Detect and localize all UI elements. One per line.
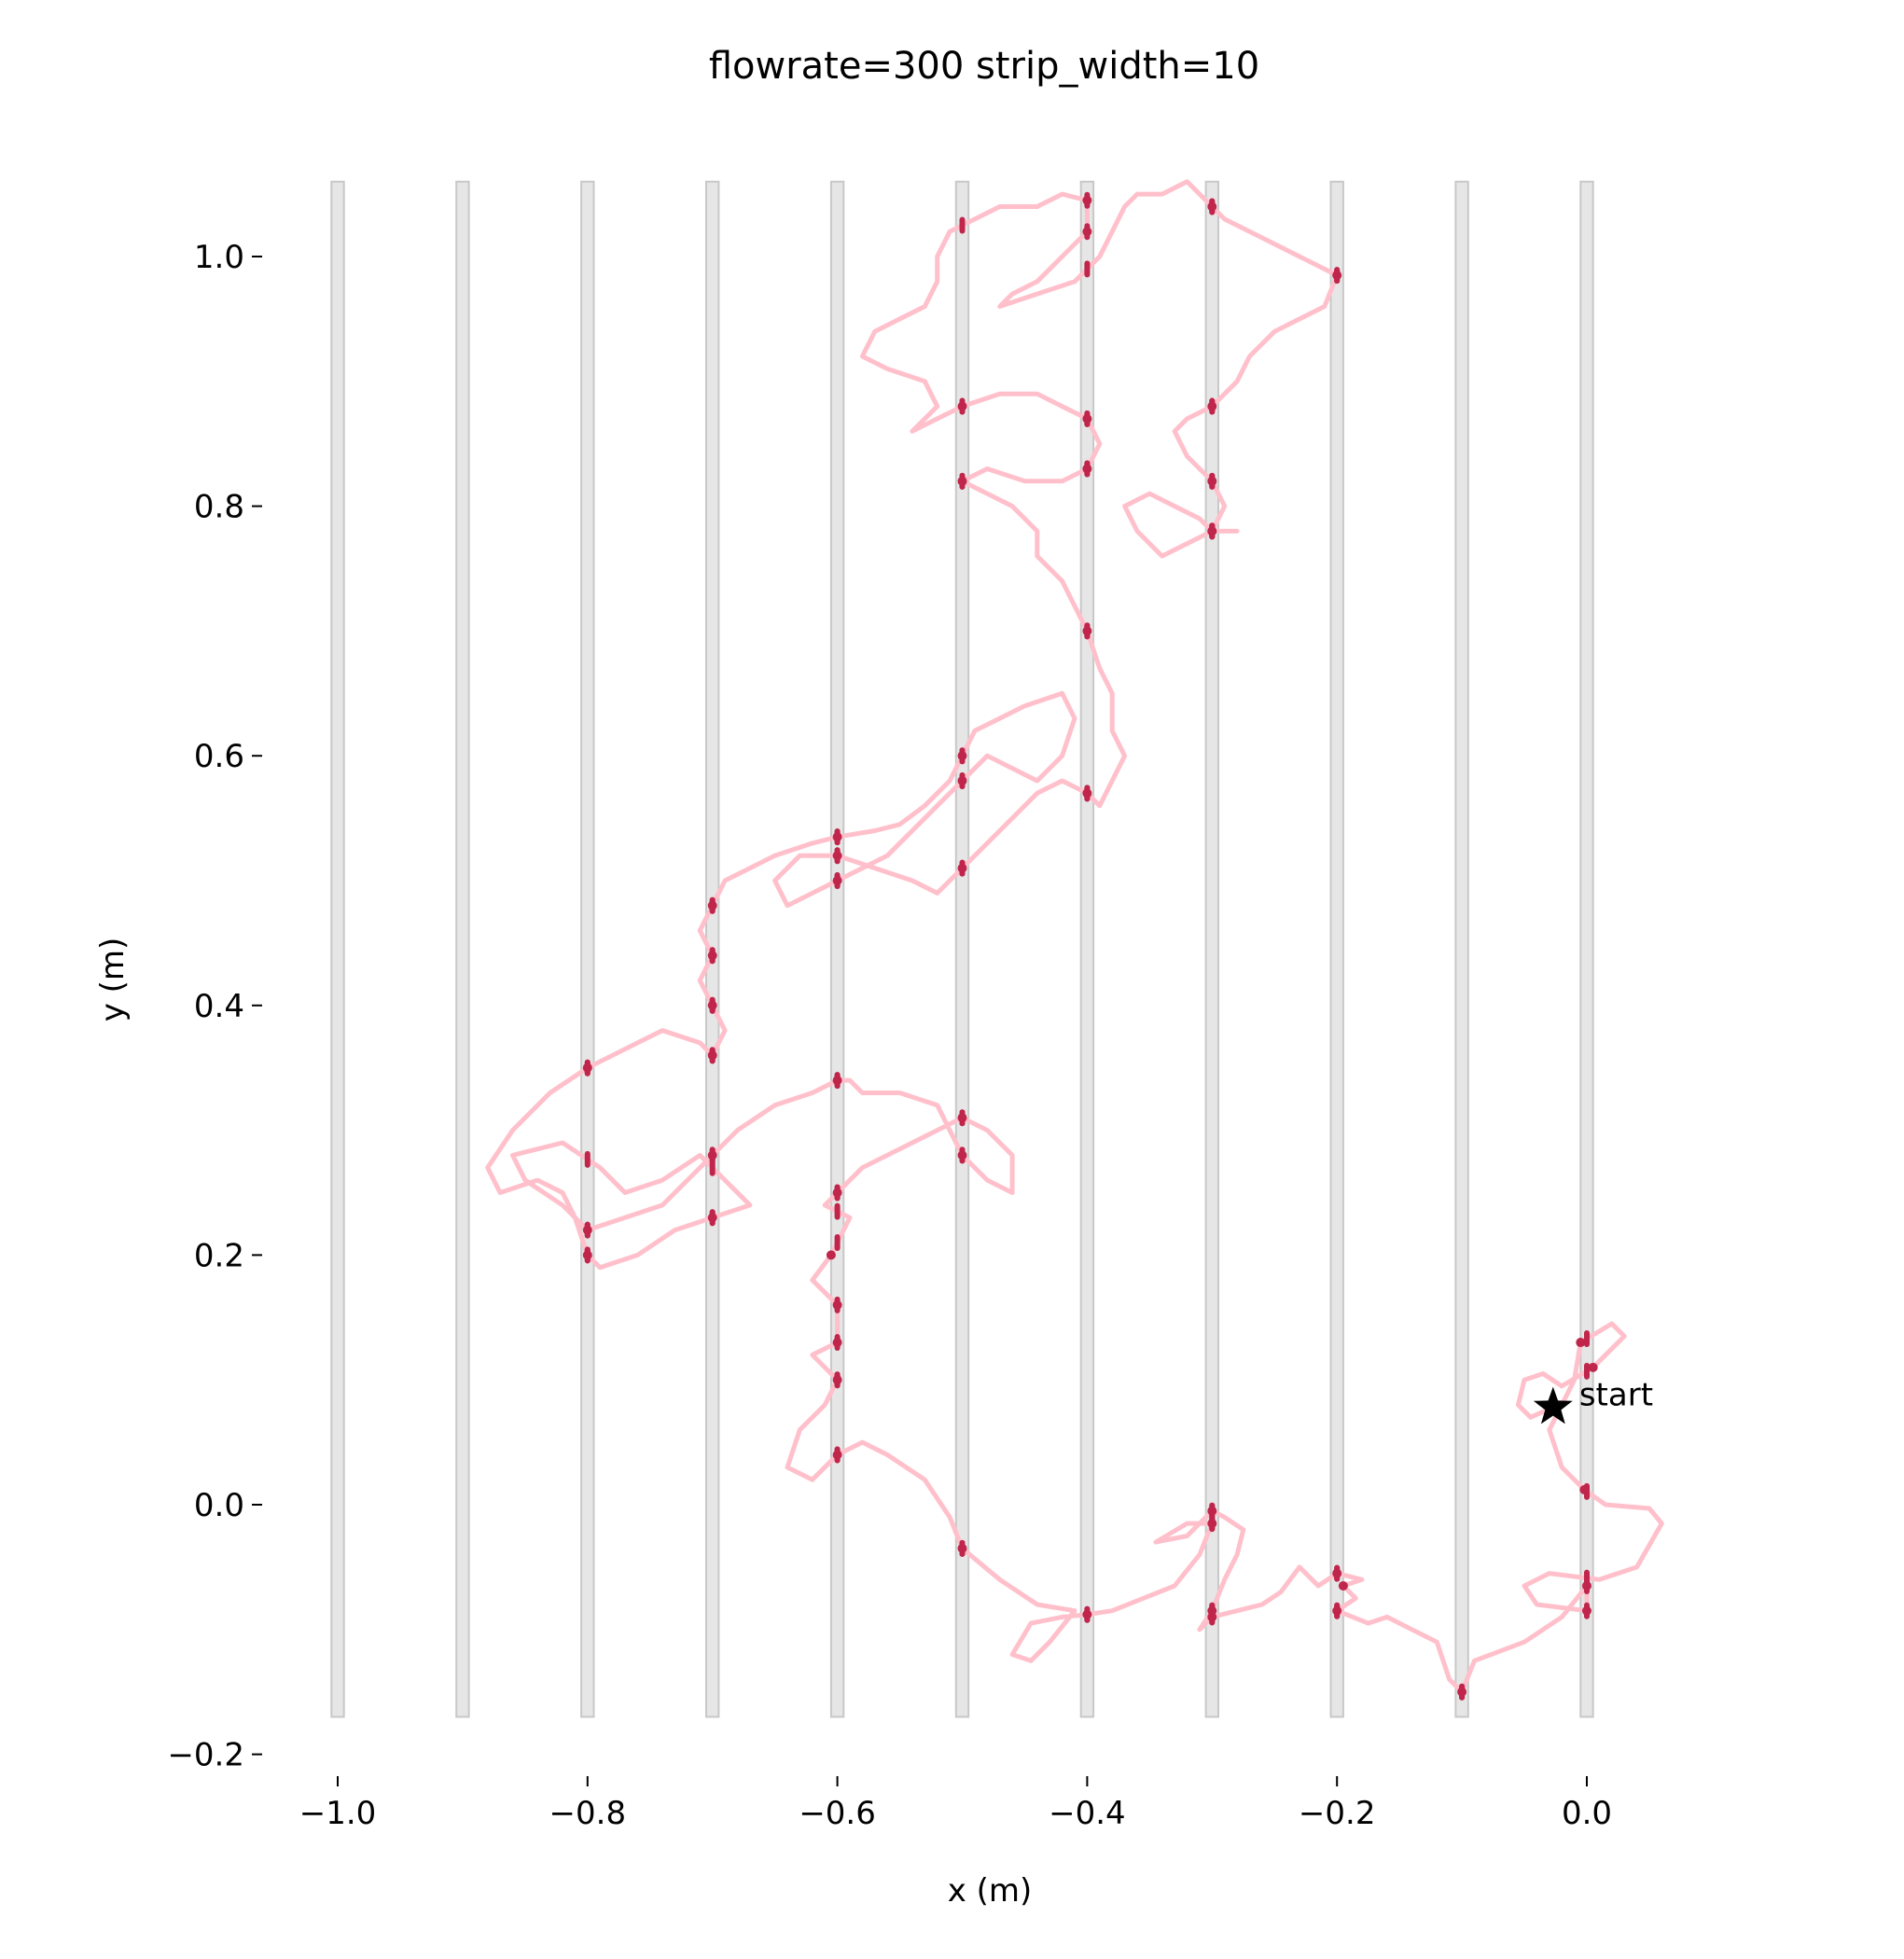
in-strip-point [1576,1338,1586,1348]
y-tick-label: −0.2 [167,1737,244,1774]
strip-band-8 [1329,180,1344,1718]
strip-band-1 [455,180,470,1718]
in-strip-point [1588,1362,1598,1372]
x-tick-label: −0.6 [799,1795,876,1832]
strip-band-4 [829,180,845,1718]
y-axis-label: y (m) [94,938,132,1022]
in-strip-point [1338,1580,1348,1591]
x-tick-label: 0.0 [1562,1795,1612,1832]
strip-band-10 [1579,180,1594,1718]
strip-band-7 [1204,180,1219,1718]
y-tick-label: 1.0 [194,239,244,276]
y-tick-label: 0.0 [194,1487,244,1524]
start-label: start [1579,1377,1653,1414]
strip-band-9 [1454,180,1469,1718]
y-tick-label: 0.8 [194,489,244,526]
x-tick-label: −0.4 [1049,1795,1126,1832]
y-tick-label: 0.2 [194,1237,244,1274]
strip-band-6 [1079,180,1095,1718]
strip-band-0 [330,180,345,1718]
strip-bands [330,180,1594,1718]
chart-title: flowrate=300 strip_width=10 [709,45,1259,88]
start-marker [1533,1386,1573,1424]
axis-ticks: −1.0 −0.8 −0.6 −0.4 −0.2 0.0 −0.2 0.0 0.2 0.4 0.6 0… [167,239,1612,1832]
x-tick-label: −1.0 [299,1795,377,1832]
x-tick-label: −0.2 [1299,1795,1376,1832]
y-tick-label: 0.4 [194,988,244,1025]
trajectory [485,179,1664,1701]
trajectory-path [485,179,1664,1695]
strip-band-2 [580,180,595,1718]
start-star-icon [1533,1386,1573,1424]
strip-band-5 [954,180,970,1718]
x-tick-label: −0.8 [549,1795,627,1832]
y-tick-label: 0.6 [194,738,244,775]
in-strip-point [826,1250,836,1260]
x-axis-label: x (m) [948,1872,1033,1910]
